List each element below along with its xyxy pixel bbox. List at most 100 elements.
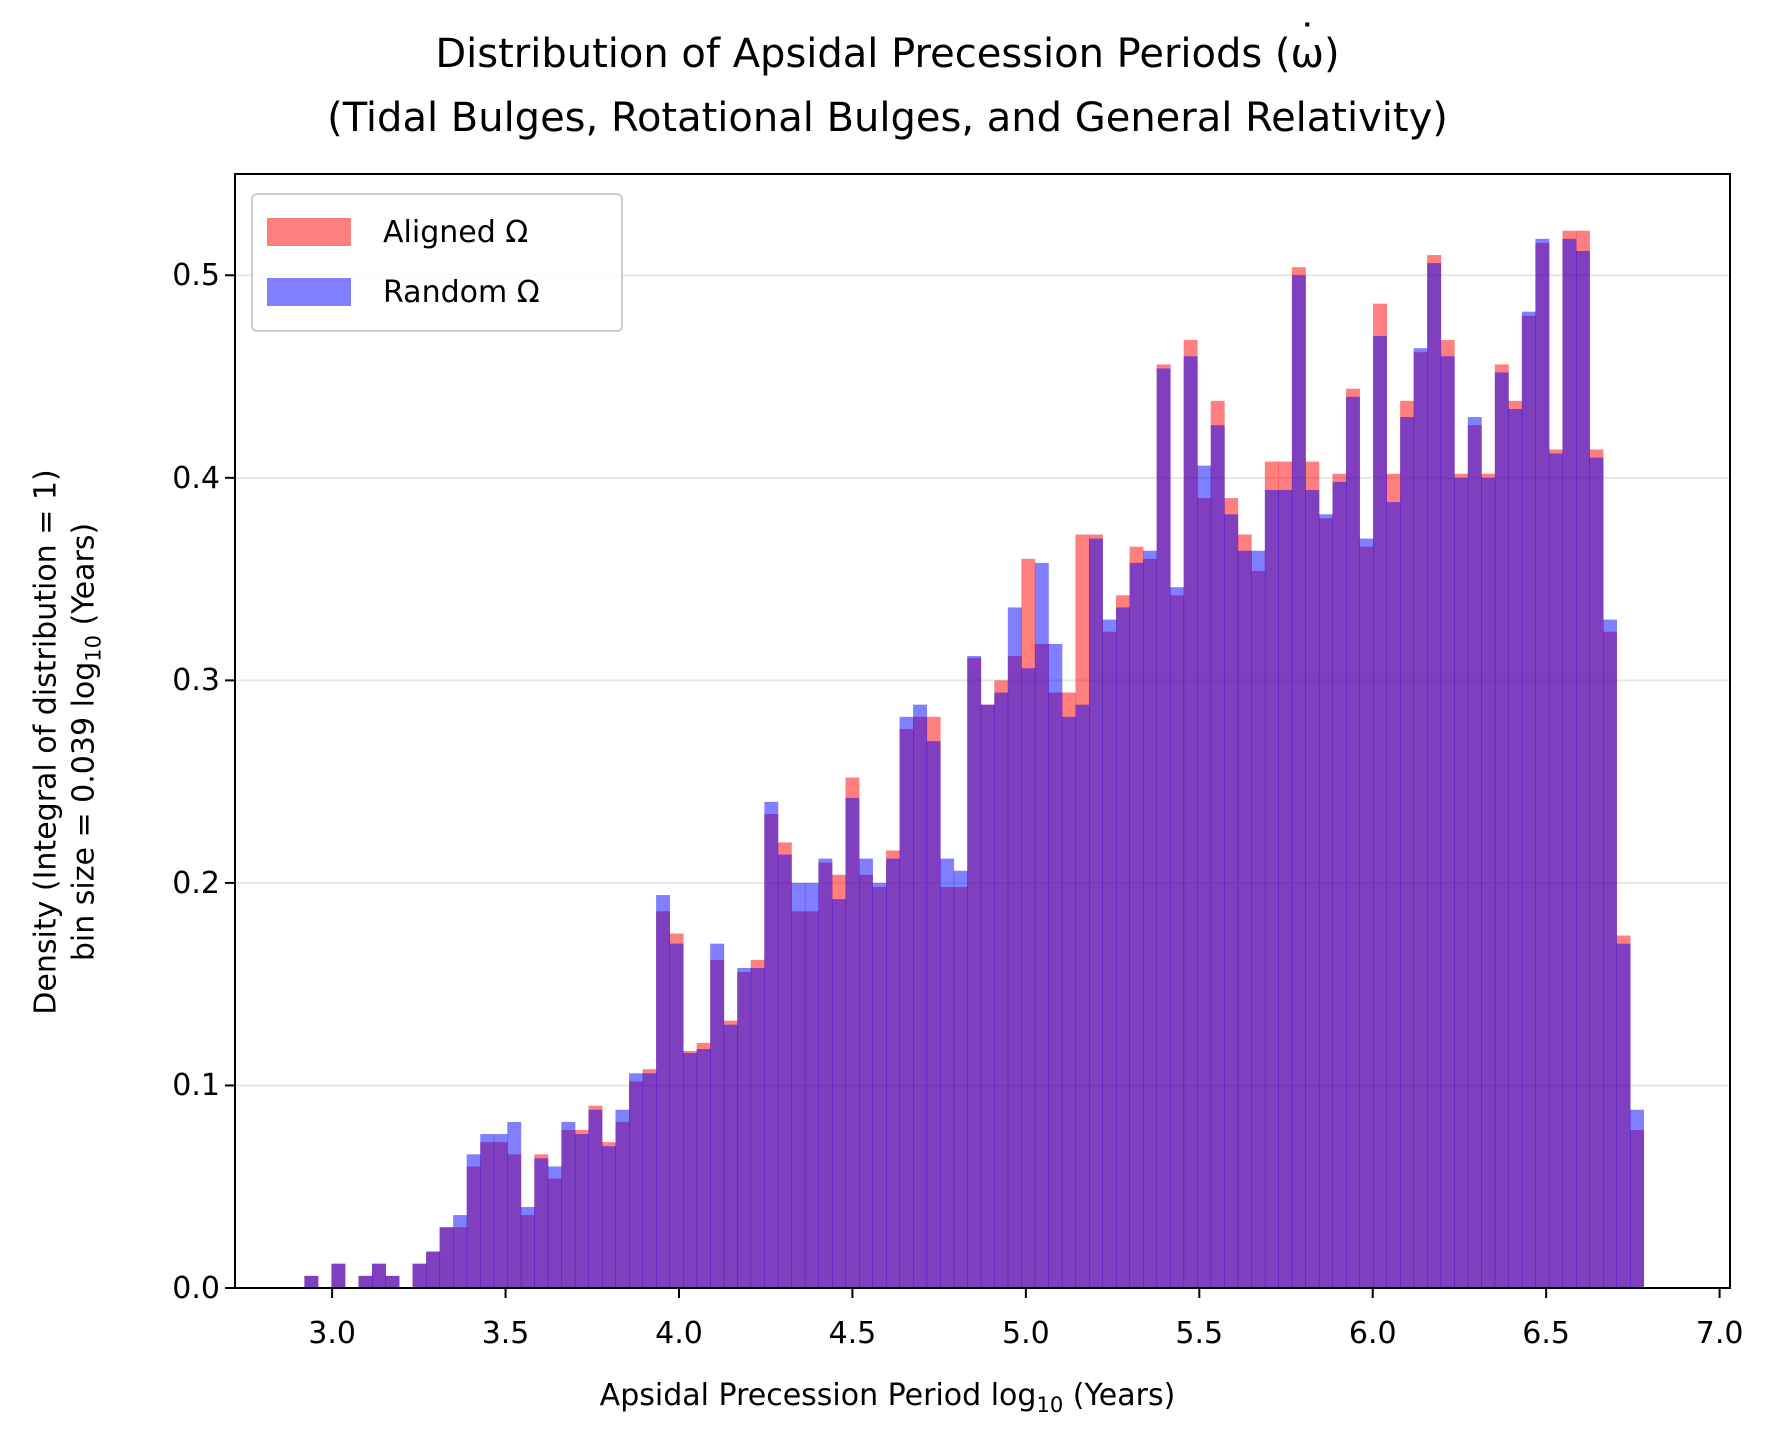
histogram-bar (886, 858, 900, 1288)
histogram-bar (1129, 562, 1144, 1288)
histogram-bar (791, 882, 806, 1288)
histogram-bar (913, 704, 928, 1288)
histogram-bar (304, 1275, 319, 1288)
histogram-bar (696, 1049, 711, 1288)
histogram-bar (1508, 408, 1523, 1288)
histogram-bar (1210, 425, 1225, 1288)
histogram-bar (737, 967, 752, 1288)
histogram-bar (1616, 943, 1631, 1288)
histogram-bar (1143, 550, 1158, 1288)
random-series-bars (304, 238, 1645, 1289)
histogram-bar (372, 1263, 386, 1288)
x-tick-label: 4.5 (828, 1316, 877, 1351)
y-tick-label: 0.2 (172, 865, 220, 901)
histogram-bar (1373, 336, 1387, 1288)
histogram-bar (1061, 716, 1076, 1288)
histogram-bar (480, 1134, 495, 1288)
histogram-bar (1088, 538, 1103, 1288)
histogram-bar (1197, 465, 1212, 1288)
histogram-bar (588, 1109, 603, 1288)
histogram-bar (1386, 502, 1401, 1288)
histogram-bar (1589, 457, 1604, 1288)
histogram-bar (466, 1154, 481, 1288)
histogram-bar (953, 870, 968, 1288)
histogram-bar (1034, 562, 1049, 1288)
histogram-bar (710, 943, 725, 1288)
histogram-bar (1224, 514, 1239, 1288)
histogram-bar (507, 1121, 522, 1288)
histogram-bar (1575, 250, 1590, 1289)
histogram-bar (331, 1263, 346, 1288)
y-tick-label: 0.5 (172, 258, 220, 294)
histogram-bar (899, 716, 914, 1288)
histogram-bar (1007, 607, 1022, 1288)
histogram-bar (1562, 238, 1577, 1288)
histogram-bar (1156, 368, 1171, 1288)
histogram-bar (642, 1073, 657, 1288)
x-tick-label: 6.0 (1348, 1316, 1397, 1351)
plot-frame (234, 173, 1731, 1289)
histogram-bar (629, 1073, 643, 1288)
x-tick-label: 5.5 (1175, 1316, 1224, 1351)
histogram-bar (940, 858, 955, 1288)
histogram-bar (412, 1263, 427, 1288)
histogram-bar (1075, 704, 1090, 1288)
histogram-bar (1603, 619, 1617, 1288)
histogram-bar (831, 899, 846, 1288)
histogram-bar (683, 1053, 698, 1288)
histogram-bar (1237, 550, 1252, 1288)
histogram-bar (1278, 489, 1293, 1289)
x-tick-label: 5.0 (1001, 1316, 1050, 1351)
y-axis-label: Density (Integral of distribution = 1) b… (28, 469, 106, 1015)
histogram-bar (723, 1024, 738, 1288)
histogram-bar (1291, 275, 1306, 1288)
histogram-bar (615, 1109, 630, 1288)
histogram-bar (1427, 263, 1442, 1288)
histogram-bar (1454, 477, 1469, 1288)
histogram-bar (1548, 453, 1563, 1288)
legend-item-random: Random Ω (267, 275, 540, 310)
histogram-bar (1048, 643, 1063, 1288)
histogram-bar (426, 1251, 441, 1288)
legend: Aligned Ω Random Ω (251, 193, 623, 332)
x-tick-label: 6.5 (1522, 1316, 1571, 1351)
x-axis-label: Apsidal Precession Period log10 (Years) (599, 1378, 1176, 1417)
histogram-bar (1170, 587, 1185, 1288)
histogram-bar (764, 801, 779, 1288)
histogram-bar (1102, 619, 1117, 1288)
legend-swatch-aligned (267, 218, 351, 246)
histogram-bar (804, 882, 819, 1288)
y-tick-label: 0.1 (172, 1068, 220, 1104)
histogram-bar (1413, 348, 1428, 1288)
histogram-bar (656, 895, 671, 1288)
legend-swatch-random (267, 278, 351, 306)
x-tick-label: 3.0 (308, 1316, 356, 1351)
histogram-bar (994, 692, 1009, 1288)
histogram-bar (1021, 668, 1036, 1288)
histogram-bar (1251, 550, 1266, 1288)
histogram-bar (1630, 1109, 1645, 1288)
histogram-bar (872, 882, 887, 1288)
histogram-bar (439, 1227, 454, 1288)
histogram-bar (547, 1166, 562, 1288)
histogram-bar (1521, 311, 1536, 1289)
chart-title-line1: Distribution of Apsidal Precession Perio… (435, 17, 1340, 77)
histogram-bar (859, 858, 873, 1288)
histogram-bar (669, 943, 684, 1288)
omega-dot-symbol: ˙ ω (1290, 17, 1325, 77)
histogram-bar (358, 1275, 373, 1288)
histogram-bar (980, 704, 995, 1288)
histogram-bar (777, 854, 792, 1288)
histogram-bar (534, 1158, 549, 1288)
histogram-bar (561, 1121, 576, 1288)
histogram-bar (520, 1206, 535, 1288)
chart-title-line2: (Tidal Bulges, Rotational Bulges, and Ge… (327, 95, 1448, 141)
histogram-bar (601, 1146, 616, 1288)
histogram-bar (818, 858, 833, 1288)
legend-item-aligned: Aligned Ω (267, 215, 528, 250)
histogram-bar (1305, 489, 1320, 1289)
histogram-bar (1264, 489, 1279, 1289)
histogram-bar (845, 797, 860, 1288)
histogram-bar (1332, 481, 1347, 1288)
histogram-bar (1535, 238, 1550, 1288)
